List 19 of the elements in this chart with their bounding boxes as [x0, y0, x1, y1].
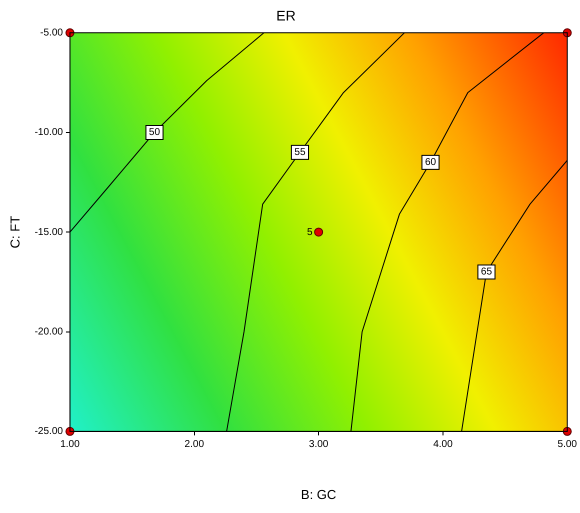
y-tick-label: -10.00 [34, 127, 64, 138]
point [314, 228, 324, 237]
series-label: 55 [294, 147, 306, 158]
y-tick-label: -25.00 [34, 426, 64, 438]
series-label: 50 [148, 127, 160, 138]
y-tick-label: -5.00 [40, 28, 64, 39]
x-tick-label: 4.00 [433, 439, 454, 450]
x-axis-title: B: GC [300, 486, 336, 502]
x-tick-label: 1.00 [60, 439, 80, 450]
y-tick-label: -15.00 [34, 226, 64, 238]
series-label: 60 [424, 157, 437, 168]
x-tick-label: 2.00 [184, 439, 204, 450]
chart-title: ER [276, 7, 296, 24]
annotation: 5 [307, 226, 314, 238]
series-label: 65 [480, 266, 492, 278]
x-tick-label: 5.00 [558, 439, 578, 450]
y-axis-title: C: FT [7, 216, 22, 248]
y-tick-label: -20.00 [34, 326, 64, 338]
x-tick-label: 3.00 [308, 439, 329, 450]
